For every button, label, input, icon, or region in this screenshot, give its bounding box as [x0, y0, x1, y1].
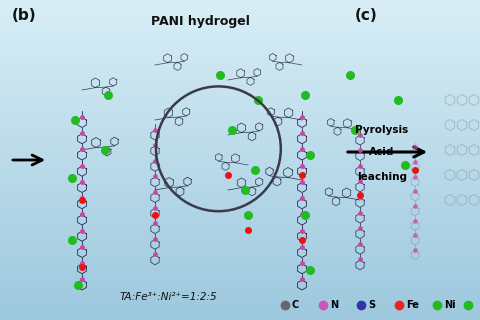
- Text: PANI hydrogel: PANI hydrogel: [151, 15, 250, 28]
- Text: C: C: [292, 300, 299, 310]
- Text: (b): (b): [12, 8, 36, 23]
- Text: Acid: Acid: [369, 147, 395, 157]
- Text: Fe: Fe: [406, 300, 419, 310]
- Text: Ni: Ni: [444, 300, 456, 310]
- Text: N: N: [330, 300, 338, 310]
- Text: (c): (c): [355, 8, 378, 23]
- Text: leaching: leaching: [357, 172, 407, 182]
- Text: Pyrolysis: Pyrolysis: [355, 125, 408, 135]
- Text: S: S: [368, 300, 375, 310]
- Text: TA:Fe³⁺:Ni²⁺=1:2:5: TA:Fe³⁺:Ni²⁺=1:2:5: [119, 292, 217, 302]
